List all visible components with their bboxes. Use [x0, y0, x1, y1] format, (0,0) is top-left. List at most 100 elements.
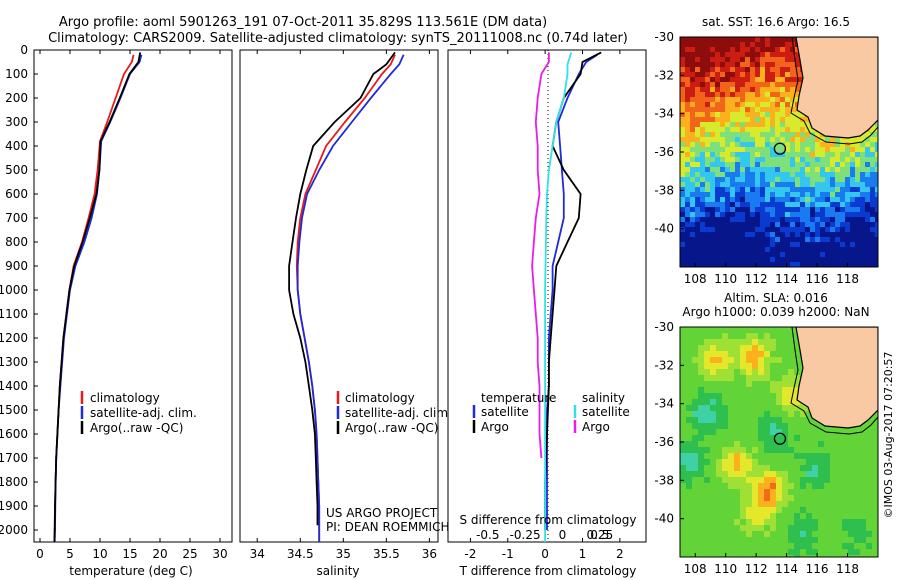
- map-cell: [705, 57, 711, 63]
- map-cell: [782, 537, 789, 544]
- map-cell: [715, 77, 721, 83]
- map-cell: [735, 262, 741, 267]
- map-cell: [875, 252, 878, 258]
- map-cell: [764, 489, 771, 496]
- map-cell: [700, 62, 706, 68]
- map-cell: [760, 182, 766, 188]
- map-cell: [815, 247, 821, 253]
- map-cell: [725, 157, 731, 163]
- map-cell: [812, 483, 819, 490]
- map-cell: [730, 252, 736, 258]
- map-cell: [685, 112, 691, 118]
- map-cell: [715, 172, 721, 178]
- map-cell: [735, 162, 741, 168]
- map-cell: [700, 57, 706, 63]
- map-cell: [734, 441, 741, 448]
- map-cell: [870, 177, 876, 183]
- map-cell: [730, 237, 736, 243]
- map-cell: [680, 459, 687, 466]
- map-cell: [735, 147, 741, 153]
- y-tick-label: 900: [5, 259, 28, 273]
- map-cell: [866, 447, 873, 454]
- map-cell: [794, 399, 801, 406]
- map-cell: [740, 112, 746, 118]
- map-cell: [805, 167, 811, 173]
- map-cell: [790, 127, 796, 133]
- map-cell: [780, 102, 786, 108]
- map-cell: [820, 162, 826, 168]
- map-cell: [710, 501, 717, 508]
- map-cell: [866, 555, 873, 557]
- map-cell: [698, 375, 705, 382]
- map-cell: [725, 232, 731, 238]
- map-cell: [735, 142, 741, 148]
- map-cell: [745, 122, 751, 128]
- map-cell: [836, 513, 843, 520]
- salinity-legend: climatology satellite-adj. clim. Argo(..…: [336, 391, 452, 435]
- map-cell: [752, 537, 759, 544]
- map-cell: [722, 459, 729, 466]
- map-cell: [720, 57, 726, 63]
- map-cell: [830, 147, 836, 153]
- map-cell: [705, 257, 711, 263]
- map-cell: [770, 351, 777, 358]
- map-cell: [752, 339, 759, 346]
- map-cell: [845, 137, 851, 143]
- map-cell: [842, 537, 849, 544]
- map-cell: [685, 242, 691, 248]
- map-cell: [875, 187, 878, 193]
- map-cell: [755, 212, 761, 218]
- map-cell: [750, 242, 756, 248]
- map-cell: [704, 375, 711, 382]
- map-cell: [698, 399, 705, 406]
- map-cell: [850, 147, 856, 153]
- map-cell: [800, 465, 807, 472]
- map-cell: [720, 107, 726, 113]
- map-cell: [745, 132, 751, 138]
- map-cell: [705, 77, 711, 83]
- map-cell: [805, 137, 811, 143]
- map-cell: [725, 77, 731, 83]
- map-cell: [700, 117, 706, 123]
- map-cell: [780, 177, 786, 183]
- map-cell: [850, 152, 856, 158]
- map-cell: [710, 327, 717, 334]
- map-cell: [725, 127, 731, 133]
- map-cell: [818, 513, 825, 520]
- map-cell: [725, 152, 731, 158]
- map-cell: [730, 207, 736, 213]
- map-cell: [765, 242, 771, 248]
- map-cell: [770, 495, 777, 502]
- temperature-panel: 0100200300400500600700800900100011001200…: [0, 43, 452, 578]
- map-cell: [722, 519, 729, 526]
- map-cell: [785, 117, 791, 123]
- map-cell: [746, 405, 753, 412]
- map-cell: [735, 202, 741, 208]
- map-cell: [725, 142, 731, 148]
- map-cell: [715, 87, 721, 93]
- map-cell: [854, 489, 861, 496]
- map-cell: [745, 262, 751, 267]
- map-cell: [830, 513, 837, 520]
- map-cell: [690, 242, 696, 248]
- map-cell: [685, 142, 691, 148]
- map-cell: [705, 262, 711, 267]
- map-cell: [765, 117, 771, 123]
- argo-profile-marker: [773, 432, 787, 445]
- map-cell: [705, 92, 711, 98]
- map-cell: [775, 42, 781, 48]
- map-cell: [836, 453, 843, 460]
- map-cell: [875, 137, 878, 143]
- map-cell: [755, 262, 761, 267]
- map-cell: [815, 197, 821, 203]
- map-cell: [765, 172, 771, 178]
- map-cell: [782, 543, 789, 550]
- map-cell: [782, 345, 789, 352]
- map-cell: [690, 157, 696, 163]
- map-cell: [728, 525, 735, 532]
- map-cell: [716, 357, 723, 364]
- map-cell: [825, 182, 831, 188]
- map-cell: [722, 363, 729, 370]
- map-cell: [734, 357, 741, 364]
- map-cell: [685, 202, 691, 208]
